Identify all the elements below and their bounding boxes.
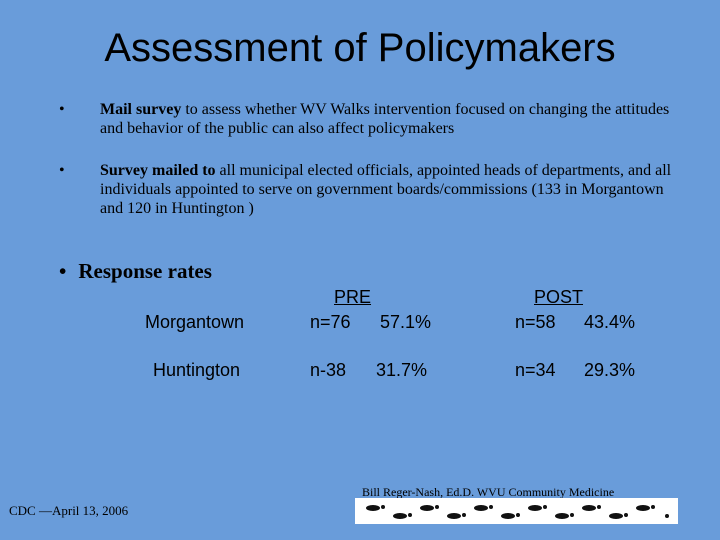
slide-title: Assessment of Policymakers [104, 26, 616, 70]
presentation-date: CDC —April 13, 2006 [9, 503, 129, 518]
post-n-morgantown: n=58 [515, 312, 556, 332]
footprints-graphic [366, 505, 669, 519]
post-pct-morgantown: 43.4% [584, 312, 636, 332]
city-huntington: Huntington [153, 360, 241, 380]
bullet-symbol: • [59, 101, 65, 118]
bullet-text: Survey mailed to all municipal elected o… [100, 161, 680, 218]
post-pct-huntington: 29.3% [584, 360, 636, 380]
bullet-rest: to assess whether WV Walks intervention … [100, 101, 670, 137]
bullet-lead: Mail survey [100, 101, 182, 118]
pre-header: PRE [334, 287, 372, 307]
post-n-huntington: n=34 [515, 360, 556, 380]
response-rates-heading: • Response rates [59, 259, 212, 284]
footprints-icon [355, 498, 678, 524]
bullet-text: Mail survey to assess whether WV Walks i… [100, 100, 680, 138]
pre-pct-huntington: 31.7% [376, 360, 428, 380]
presenter-credit: Bill Reger-Nash, Ed.D. WVU Community Med… [362, 485, 615, 499]
pre-pct-morgantown: 57.1% [380, 312, 432, 332]
pre-n-huntington: n-38 [310, 360, 347, 380]
bullet-symbol: • [59, 259, 67, 283]
bullet-symbol: • [59, 162, 65, 179]
pre-n-morgantown: n=76 [310, 312, 351, 332]
bullet-lead: Survey mailed to [100, 162, 216, 179]
post-header: POST [534, 287, 584, 307]
city-morgantown: Morgantown [145, 312, 245, 332]
response-rates-label: Response rates [78, 259, 212, 283]
bullet-rest: all municipal elected officials, appoint… [100, 162, 672, 217]
